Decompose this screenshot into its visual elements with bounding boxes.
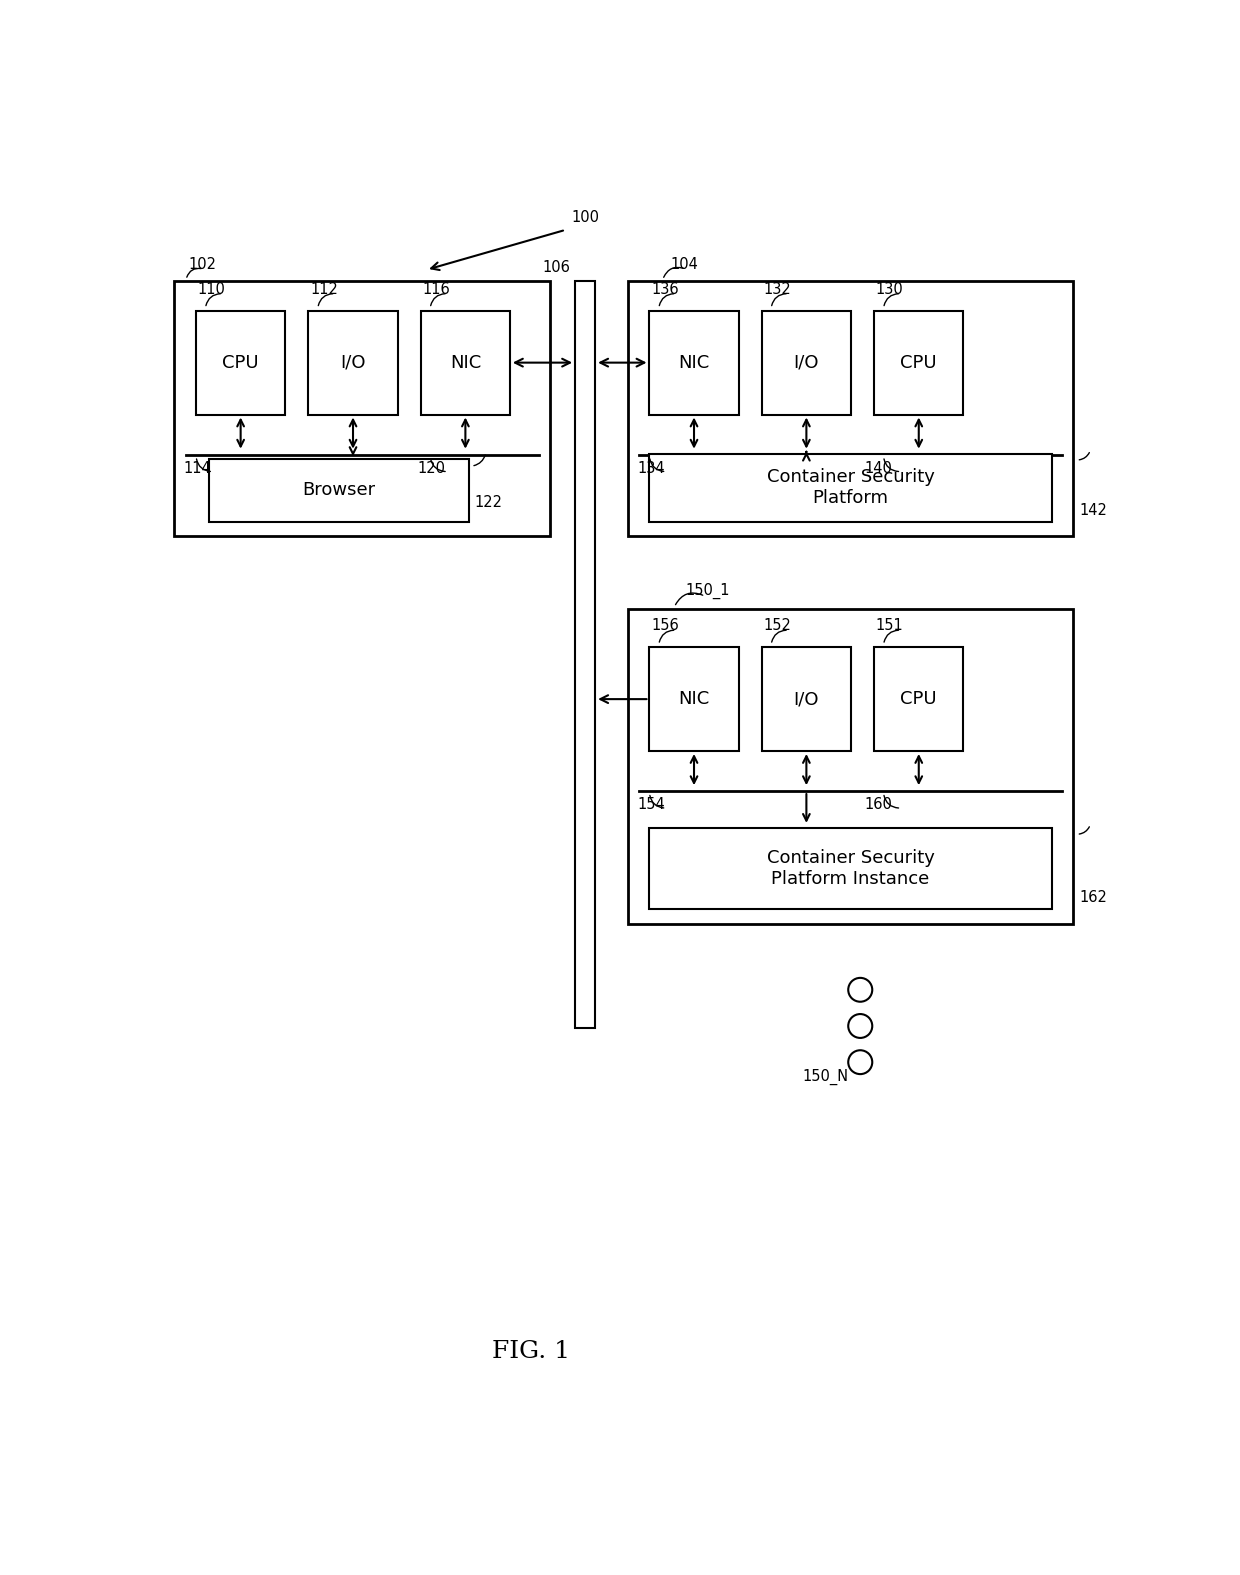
Text: 154: 154 bbox=[637, 797, 665, 813]
Bar bbox=[650, 454, 1052, 521]
Text: Container Security
Platform Instance: Container Security Platform Instance bbox=[766, 849, 935, 888]
Text: 114: 114 bbox=[184, 461, 212, 476]
Bar bbox=[761, 647, 851, 751]
Circle shape bbox=[848, 978, 872, 1002]
Text: 112: 112 bbox=[310, 282, 337, 296]
Text: 116: 116 bbox=[423, 282, 450, 296]
Bar bbox=[627, 608, 1074, 925]
Text: 142: 142 bbox=[1080, 502, 1107, 518]
Text: NIC: NIC bbox=[450, 354, 481, 372]
Bar bbox=[196, 310, 285, 414]
Text: CPU: CPU bbox=[900, 690, 937, 709]
Text: 150_N: 150_N bbox=[802, 1068, 848, 1085]
Text: 136: 136 bbox=[651, 282, 678, 296]
Text: 130: 130 bbox=[875, 282, 904, 296]
Circle shape bbox=[848, 1014, 872, 1038]
Bar bbox=[761, 310, 851, 414]
Text: 102: 102 bbox=[188, 257, 216, 272]
Text: CPU: CPU bbox=[222, 354, 259, 372]
Bar bbox=[874, 310, 963, 414]
Text: NIC: NIC bbox=[678, 354, 709, 372]
Text: I/O: I/O bbox=[340, 354, 366, 372]
Bar bbox=[210, 458, 469, 521]
Text: 120: 120 bbox=[417, 461, 445, 476]
Text: NIC: NIC bbox=[678, 690, 709, 709]
Text: I/O: I/O bbox=[794, 690, 820, 709]
Bar bbox=[874, 647, 963, 751]
Text: Container Security
Platform: Container Security Platform bbox=[766, 468, 935, 507]
Text: 104: 104 bbox=[671, 257, 698, 272]
Bar bbox=[420, 310, 510, 414]
Bar bbox=[627, 282, 1074, 536]
Circle shape bbox=[848, 1051, 872, 1074]
Text: 100: 100 bbox=[572, 209, 599, 225]
Bar bbox=[650, 310, 739, 414]
Text: CPU: CPU bbox=[900, 354, 937, 372]
Bar bbox=[575, 282, 595, 1028]
Text: 110: 110 bbox=[197, 282, 226, 296]
Text: 152: 152 bbox=[764, 619, 791, 633]
Bar bbox=[650, 647, 739, 751]
Text: 151: 151 bbox=[875, 619, 904, 633]
Bar bbox=[175, 282, 551, 536]
Text: 132: 132 bbox=[764, 282, 791, 296]
Bar bbox=[309, 310, 398, 414]
Text: 106: 106 bbox=[543, 260, 570, 276]
Text: FIG. 1: FIG. 1 bbox=[492, 1340, 570, 1364]
Bar bbox=[650, 828, 1052, 909]
Text: I/O: I/O bbox=[794, 354, 820, 372]
Text: 134: 134 bbox=[637, 461, 665, 476]
Text: 150_1: 150_1 bbox=[686, 583, 730, 600]
Text: 162: 162 bbox=[1080, 890, 1107, 906]
Text: 160: 160 bbox=[866, 797, 893, 813]
Text: Browser: Browser bbox=[303, 480, 376, 499]
Text: 140: 140 bbox=[866, 461, 893, 476]
Text: 122: 122 bbox=[474, 495, 502, 510]
Text: 156: 156 bbox=[651, 619, 678, 633]
